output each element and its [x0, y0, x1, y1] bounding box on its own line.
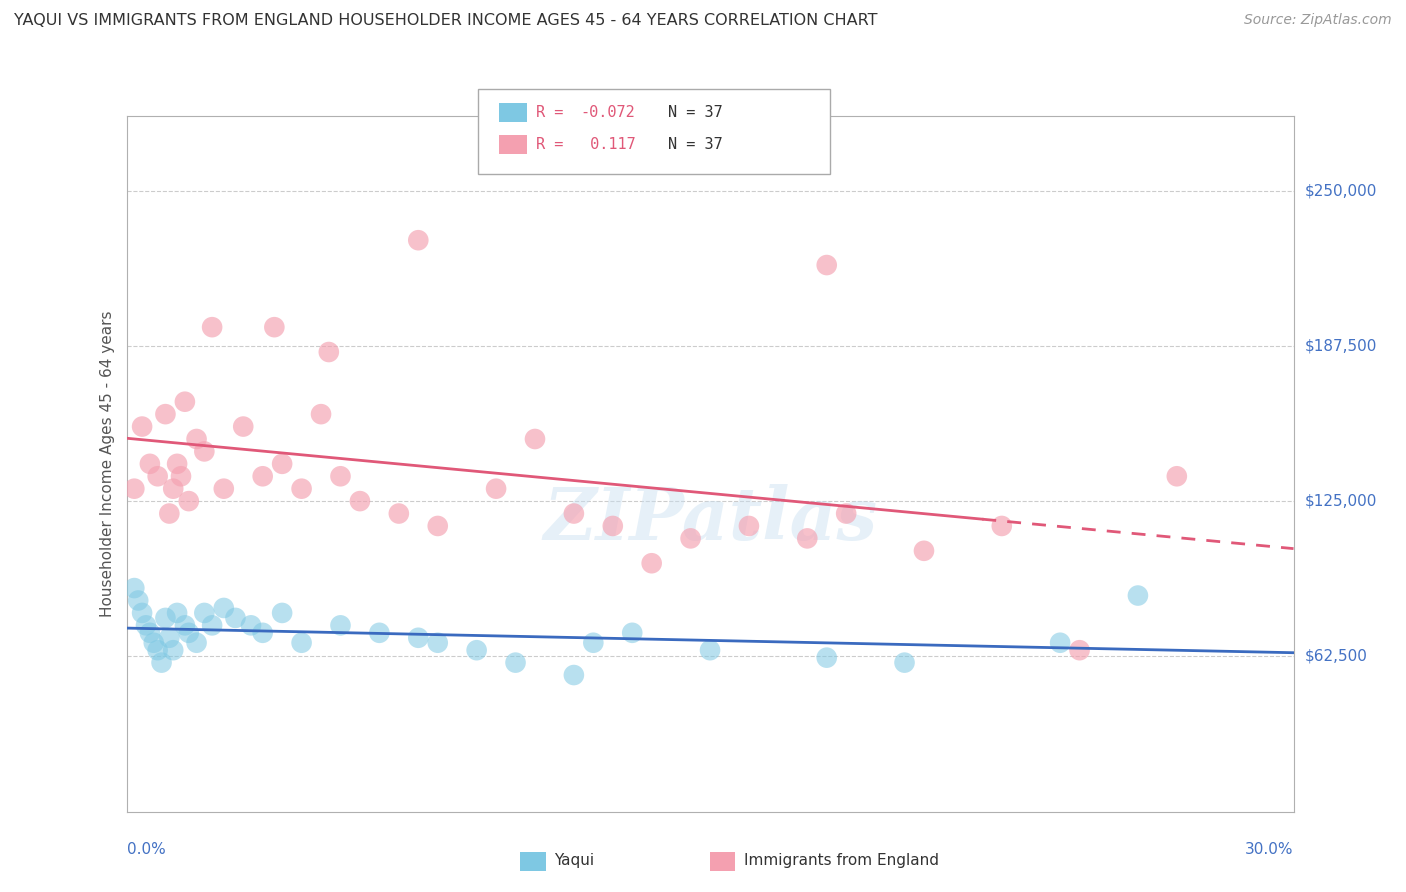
Point: [146, 643, 169, 657]
Text: $62,500: $62,500: [1305, 648, 1368, 664]
Point: [562, 507, 585, 521]
Point: [602, 519, 624, 533]
Point: [368, 625, 391, 640]
Point: [139, 625, 162, 640]
Point: [271, 457, 294, 471]
Point: [146, 469, 169, 483]
Y-axis label: Householder Income Ages 45 - 64 years: Householder Income Ages 45 - 64 years: [100, 310, 115, 617]
Point: [465, 643, 488, 657]
Point: [139, 457, 162, 471]
Point: [157, 507, 180, 521]
Point: [562, 668, 585, 682]
Point: [150, 656, 173, 670]
Point: [318, 345, 340, 359]
Point: [1126, 589, 1149, 603]
Point: [309, 407, 332, 421]
Text: R =: R =: [536, 137, 572, 152]
Text: 0.0%: 0.0%: [127, 842, 166, 857]
Point: [640, 556, 664, 570]
Point: [131, 606, 153, 620]
Text: $187,500: $187,500: [1305, 338, 1376, 353]
Point: [893, 656, 915, 670]
Point: [155, 407, 177, 421]
Point: [157, 631, 180, 645]
Text: N = 37: N = 37: [668, 137, 723, 152]
Text: Yaqui: Yaqui: [554, 854, 595, 868]
Point: [912, 544, 935, 558]
Point: [408, 631, 430, 645]
Point: [135, 618, 157, 632]
Point: [142, 636, 165, 650]
Point: [738, 519, 761, 533]
Text: R =: R =: [536, 105, 572, 120]
Text: $125,000: $125,000: [1305, 493, 1376, 508]
Point: [426, 519, 449, 533]
Text: N = 37: N = 37: [668, 105, 723, 120]
Point: [582, 636, 605, 650]
Text: Source: ZipAtlas.com: Source: ZipAtlas.com: [1244, 13, 1392, 28]
Point: [201, 618, 224, 632]
Point: [796, 532, 818, 546]
Text: Immigrants from England: Immigrants from England: [744, 854, 939, 868]
Point: [186, 636, 208, 650]
Text: -0.072: -0.072: [581, 105, 636, 120]
Point: [162, 643, 184, 657]
Point: [815, 258, 838, 272]
Point: [124, 581, 146, 595]
Point: [186, 432, 208, 446]
Point: [263, 320, 285, 334]
Point: [271, 606, 294, 620]
Point: [699, 643, 721, 657]
Point: [426, 636, 449, 650]
Point: [1049, 636, 1071, 650]
Point: [523, 432, 546, 446]
Point: [1166, 469, 1188, 483]
Point: [388, 507, 411, 521]
Point: [990, 519, 1012, 533]
Point: [124, 482, 146, 496]
Point: [232, 419, 254, 434]
Point: [174, 394, 197, 409]
Point: [201, 320, 224, 334]
Point: [408, 233, 430, 247]
Text: 30.0%: 30.0%: [1246, 842, 1294, 857]
Point: [252, 469, 274, 483]
Point: [212, 482, 235, 496]
Point: [485, 482, 508, 496]
Point: [212, 601, 235, 615]
Point: [621, 625, 644, 640]
Point: [162, 482, 184, 496]
Point: [193, 606, 215, 620]
Point: [174, 618, 197, 632]
Point: [177, 625, 200, 640]
Point: [815, 650, 838, 665]
Point: [290, 482, 312, 496]
Text: YAQUI VS IMMIGRANTS FROM ENGLAND HOUSEHOLDER INCOME AGES 45 - 64 YEARS CORRELATI: YAQUI VS IMMIGRANTS FROM ENGLAND HOUSEHO…: [14, 13, 877, 29]
Point: [155, 611, 177, 625]
Point: [170, 469, 193, 483]
Point: [224, 611, 246, 625]
Point: [240, 618, 263, 632]
Point: [177, 494, 200, 508]
Point: [131, 419, 153, 434]
Text: $250,000: $250,000: [1305, 183, 1376, 198]
Point: [1069, 643, 1091, 657]
Point: [329, 469, 352, 483]
Point: [679, 532, 702, 546]
Point: [349, 494, 371, 508]
Text: 0.117: 0.117: [581, 137, 636, 152]
Point: [835, 507, 858, 521]
Point: [166, 606, 188, 620]
Point: [127, 593, 149, 607]
Point: [290, 636, 312, 650]
Text: ZIPatlas: ZIPatlas: [543, 484, 877, 555]
Point: [252, 625, 274, 640]
Point: [505, 656, 527, 670]
Point: [329, 618, 352, 632]
Point: [166, 457, 188, 471]
Point: [193, 444, 215, 458]
